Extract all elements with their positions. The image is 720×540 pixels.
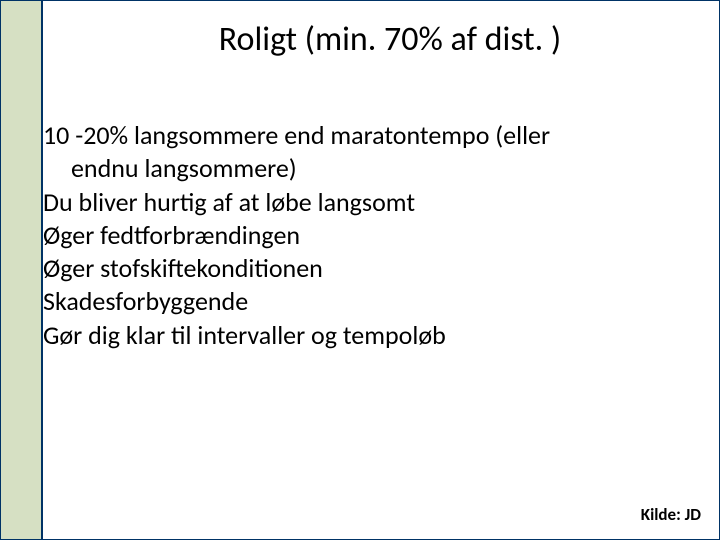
- slide-title: Roligt (min. 70% af dist. ): [101, 19, 679, 60]
- body-line: endnu langsommere): [43, 152, 679, 185]
- slide-body: 10 -20% langsommere end maratontempo (el…: [43, 119, 679, 352]
- body-line: Skadesforbyggende: [43, 285, 679, 318]
- slide: Roligt (min. 70% af dist. ) 10 -20% lang…: [0, 0, 720, 540]
- body-line: Du bliver hurtig af at løbe langsomt: [43, 186, 679, 219]
- body-line: Gør dig klar til intervaller og tempoløb: [43, 319, 679, 352]
- body-line: 10 -20% langsommere end maratontempo (el…: [43, 119, 679, 152]
- body-line: Øger fedtforbrændingen: [43, 219, 679, 252]
- body-line: Øger stofskiftekonditionen: [43, 252, 679, 285]
- sidebar-accent: [1, 1, 43, 539]
- source-citation: Kilde: JD: [641, 504, 701, 525]
